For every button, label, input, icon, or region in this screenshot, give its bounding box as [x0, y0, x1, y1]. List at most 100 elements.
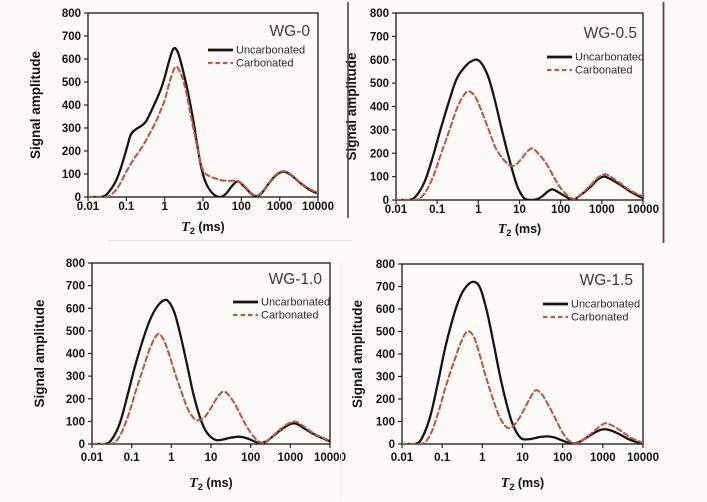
x-tick-label: 0.1 — [429, 204, 446, 216]
x-tick-label: 10 — [205, 452, 218, 464]
uncarbonated-curve — [92, 298, 330, 444]
y-tick-label: 300 — [370, 125, 389, 137]
y-axis-title: Signal amplitude — [28, 51, 43, 160]
y-tick-label: 200 — [370, 148, 389, 160]
x-tick-label: 10000 — [627, 204, 659, 216]
y-tick-label: 300 — [62, 123, 81, 135]
y-axis-title: Signal amplitude — [344, 52, 359, 161]
y-tick-label: 800 — [62, 8, 81, 20]
y-tick-label: 700 — [376, 282, 395, 294]
y-tick-label: 600 — [376, 304, 395, 316]
x-axis-title: T2 (ms) — [189, 476, 232, 492]
x-tick-label: 1 — [479, 452, 486, 464]
panel-wg-0: 0 100 200 300 400 500 600 700 800 0.01 0.1 1 10 100 10… — [28, 8, 334, 236]
y-tick-label: 500 — [66, 326, 85, 338]
legend-label: Carbonated — [575, 65, 633, 77]
x-tick-label: 10 — [513, 204, 526, 216]
x-tick-label: 100 — [553, 452, 572, 464]
x-tick-label: 1000 — [589, 204, 615, 216]
carbonated-curve — [92, 332, 330, 444]
y-tick-label: 0 — [383, 195, 389, 207]
x-tick-label: 0.01 — [77, 201, 100, 213]
y-tick-label: 400 — [376, 349, 395, 361]
x-axis-title: T2 (ms) — [181, 220, 224, 236]
y-tick-label: 800 — [376, 259, 395, 271]
x-axis-title: T2 (ms) — [501, 476, 544, 492]
y-tick-label: 400 — [370, 102, 389, 114]
x-tick-label: 1 — [168, 452, 175, 464]
x-tick-label: 0.01 — [391, 452, 414, 464]
y-tick-label: 300 — [66, 371, 85, 383]
legend-label: Uncarbonated — [261, 297, 330, 309]
y-tick-label: 600 — [370, 55, 389, 67]
y-tick-label: 700 — [62, 31, 81, 43]
legend-label: Carbonated — [571, 312, 629, 324]
y-tick-label: 0 — [79, 439, 85, 451]
x-tick-label: 10000 — [302, 201, 334, 213]
y-tick-label: 400 — [66, 349, 85, 361]
y-tick-label: 100 — [62, 169, 81, 181]
y-tick-label: 200 — [62, 146, 81, 158]
x-tick-label: 0.1 — [118, 201, 135, 213]
legend-label: Uncarbonated — [571, 299, 640, 311]
x-tick-label: 0.1 — [434, 452, 451, 464]
legend-label: Carbonated — [236, 58, 294, 70]
y-tick-label: 500 — [370, 78, 389, 90]
y-tick-label: 100 — [66, 416, 85, 428]
x-tick-label: 1000 — [267, 201, 293, 213]
x-axis-title: T2 (ms) — [498, 222, 541, 238]
y-tick-label: 200 — [66, 394, 85, 406]
x-tick-label: 0.1 — [124, 452, 141, 464]
x-tick-label: 10 — [516, 452, 529, 464]
y-tick-label: 800 — [66, 258, 85, 270]
x-tick-label: 10 — [197, 201, 210, 213]
y-tick-label: 500 — [62, 77, 81, 89]
legend-label: Uncarbonated — [236, 45, 305, 57]
x-tick-label: 1000 — [278, 452, 304, 464]
x-tick-label: 0.01 — [81, 452, 104, 464]
panel-title: WG-1.0 — [269, 271, 323, 288]
x-tick-label: 100 — [241, 452, 260, 464]
panel-title: WG-0.5 — [584, 25, 637, 42]
panel-title: WG-0 — [270, 23, 311, 40]
y-tick-label: 200 — [376, 394, 395, 406]
legend-label: Uncarbonated — [575, 52, 644, 64]
uncarbonated-curve — [402, 280, 643, 444]
y-tick-label: 0 — [389, 439, 395, 451]
y-tick-label: 100 — [376, 417, 395, 429]
y-axis-title: Signal amplitude — [32, 299, 47, 408]
x-tick-label: 0.01 — [385, 204, 408, 216]
y-tick-label: 0 — [75, 192, 81, 204]
y-tick-label: 500 — [376, 327, 395, 339]
y-axis-title: Signal amplitude — [350, 300, 365, 409]
x-tick-label: 1 — [161, 201, 168, 213]
uncarbonated-curve — [396, 58, 643, 200]
y-tick-label: 100 — [370, 172, 389, 184]
x-tick-label: 100 — [232, 201, 251, 213]
panel-wg-1.5: 0 100 200 300 400 500 600 700 800 0.01 0.1 1 10 100 10… — [350, 259, 659, 492]
y-tick-label: 700 — [370, 31, 389, 43]
y-tick-label: 700 — [66, 281, 85, 293]
carbonated-curve — [402, 330, 643, 444]
y-tick-label: 400 — [62, 100, 81, 112]
legend-label: Carbonated — [261, 310, 319, 322]
x-tick-label: 100 — [551, 204, 570, 216]
y-tick-label: 300 — [376, 372, 395, 384]
x-tick-label: 1 — [475, 204, 482, 216]
y-tick-label: 600 — [62, 54, 81, 66]
carbonated-curve — [396, 90, 643, 200]
x-tick-label: 1000 — [590, 452, 616, 464]
x-tick-label: 10000 — [314, 452, 346, 464]
panel-title: WG-1.5 — [580, 272, 633, 289]
x-tick-label: 10000 — [627, 452, 659, 464]
y-tick-label: 600 — [66, 303, 85, 315]
y-tick-label: 800 — [370, 8, 389, 20]
carbonated-curve — [88, 65, 318, 197]
